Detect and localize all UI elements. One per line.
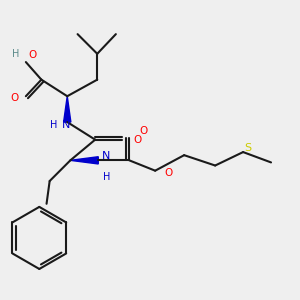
Text: N: N bbox=[102, 151, 111, 161]
Text: H: H bbox=[103, 172, 110, 182]
Text: O: O bbox=[11, 93, 19, 103]
Text: H: H bbox=[50, 120, 58, 130]
Text: N: N bbox=[62, 120, 70, 130]
Polygon shape bbox=[70, 157, 98, 164]
Text: H: H bbox=[12, 49, 19, 59]
Polygon shape bbox=[64, 96, 71, 122]
Text: O: O bbox=[140, 126, 148, 136]
Text: O: O bbox=[28, 50, 36, 60]
Text: O: O bbox=[134, 135, 142, 145]
Text: S: S bbox=[245, 143, 252, 153]
Text: O: O bbox=[164, 168, 173, 178]
